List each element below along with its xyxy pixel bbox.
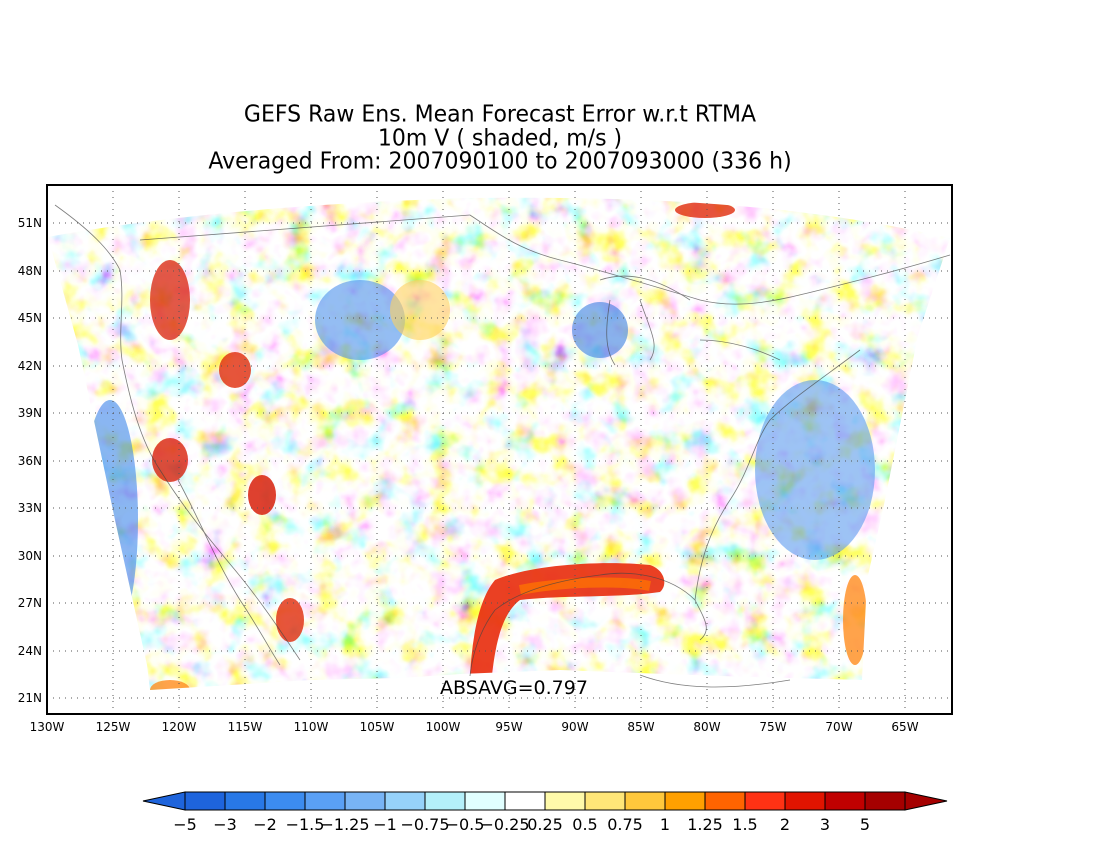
lat-tick-label: 42N [18, 359, 42, 373]
lon-tick-label: 75W [759, 720, 786, 734]
colorbar-box [744, 791, 786, 811]
lon-tick-label: 85W [627, 720, 654, 734]
colorbar-label: −1.25 [320, 815, 369, 834]
coastlines [54, 204, 951, 688]
colorbar-high-extend [904, 791, 948, 811]
colorbar-box [784, 791, 826, 811]
lon-tick-label: 110W [294, 720, 329, 734]
colorbar-box [824, 791, 866, 811]
map-frame [46, 184, 953, 715]
lon-tick-label: 100W [426, 720, 461, 734]
colorbar-label: 0.75 [607, 815, 643, 834]
colorbar-box [184, 791, 226, 811]
colorbar-label: −3 [213, 815, 237, 834]
colorbar-box [544, 791, 586, 811]
colorbar-label: 0.25 [527, 815, 563, 834]
lat-tick-label: 24N [18, 644, 42, 658]
chart-title-line-1: GEFS Raw Ens. Mean Forecast Error w.r.t … [243, 101, 757, 128]
colorbar-box [424, 791, 466, 811]
colorbar-box [224, 791, 266, 811]
colorbar-box [864, 791, 906, 811]
lat-tick-label: 30N [18, 549, 42, 563]
colorbar-label: 1 [660, 815, 670, 834]
lon-tick-label: 115W [228, 720, 263, 734]
lon-tick-label: 95W [495, 720, 522, 734]
colorbar-label: −0.75 [400, 815, 449, 834]
graticule [47, 185, 952, 714]
absavg-label: ABSAVG=0.797 [440, 677, 588, 699]
colorbar-box [384, 791, 426, 811]
colorbar-box [504, 791, 546, 811]
chart-title-line-2: 10m V ( shaded, m/s ) [377, 125, 623, 152]
colorbar-box [704, 791, 746, 811]
colorbar-label: −0.5 [446, 815, 485, 834]
longitude-axis: 130W 125W 120W 115W 110W 105W 100W 95W 9… [30, 720, 919, 734]
colorbar-label: −5 [173, 815, 197, 834]
lon-tick-label: 65W [891, 720, 918, 734]
lat-tick-label: 48N [18, 264, 42, 278]
colorbar-label: −0.25 [480, 815, 529, 834]
lat-tick-label: 51N [18, 216, 42, 230]
lon-tick-label: 105W [360, 720, 395, 734]
colorbar-label: −1.5 [286, 815, 325, 834]
lon-tick-label: 125W [96, 720, 131, 734]
colorbar-label: 0.5 [572, 815, 597, 834]
colorbar-box [304, 791, 346, 811]
colorbar-label: 1.25 [687, 815, 723, 834]
lon-tick-label: 90W [561, 720, 588, 734]
lon-tick-label: 80W [693, 720, 720, 734]
latitude-axis: 51N 48N 45N 42N 39N 36N 33N 30N 27N 24N … [18, 216, 42, 705]
colorbar-label: 1.5 [732, 815, 757, 834]
colorbar-label: 3 [820, 815, 830, 834]
lat-tick-label: 39N [18, 406, 42, 420]
colorbar-label: −1 [373, 815, 397, 834]
lat-tick-label: 27N [18, 596, 42, 610]
colorbar-box [584, 791, 626, 811]
colorbar-box [624, 791, 666, 811]
colorbar-label: 5 [860, 815, 870, 834]
chart-title-line-3: Averaged From: 2007090100 to 2007093000 … [208, 148, 792, 175]
lat-tick-label: 21N [18, 691, 42, 705]
lon-tick-label: 70W [825, 720, 852, 734]
colorbar-box [464, 791, 506, 811]
lat-tick-label: 33N [18, 501, 42, 515]
lon-tick-label: 130W [30, 720, 65, 734]
lat-tick-label: 36N [18, 454, 42, 468]
colorbar-box [344, 791, 386, 811]
colorbar-low-extend [142, 791, 186, 811]
colorbar-box [264, 791, 306, 811]
colorbar: −5 −3 −2 −1.5−1.25 −1 −0.75−0.5−0.250.25 0.5 0.… [142, 791, 948, 834]
colorbar-label: 2 [780, 815, 790, 834]
colorbar-label: −2 [253, 815, 277, 834]
lat-tick-label: 45N [18, 311, 42, 325]
shaded-field [48, 197, 950, 690]
lon-tick-label: 120W [162, 720, 197, 734]
colorbar-box [664, 791, 706, 811]
